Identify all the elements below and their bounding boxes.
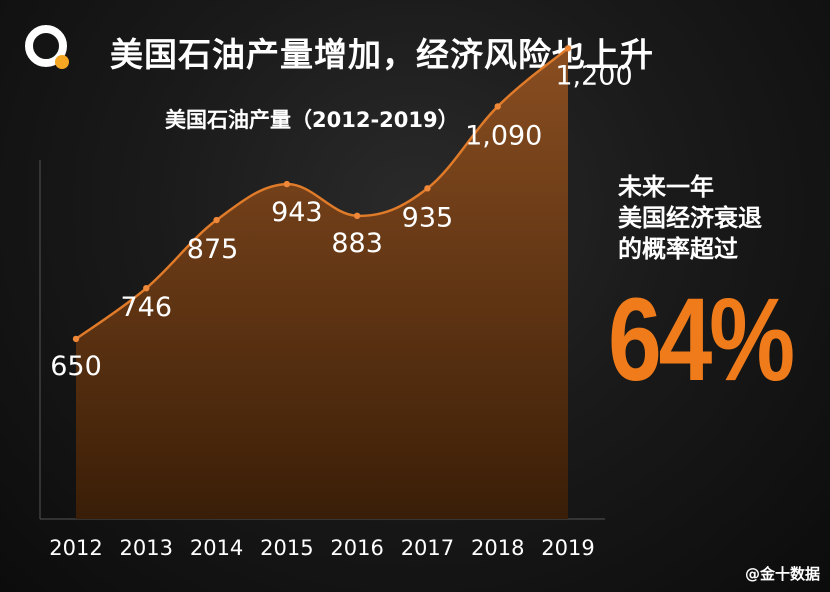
data-value-label: 875	[187, 234, 239, 265]
data-point	[494, 103, 501, 110]
data-point	[353, 212, 361, 220]
x-tick-label: 2018	[471, 536, 524, 560]
data-value-label: 1,200	[555, 60, 632, 91]
recession-note-line: 的概率超过	[618, 235, 738, 263]
data-value-label: 650	[50, 351, 102, 382]
recession-note: 未来一年 美国经济衰退 的概率超过	[618, 172, 762, 265]
x-tick-label: 2017	[401, 536, 454, 560]
recession-note-line: 美国经济衰退	[618, 204, 762, 232]
data-point	[564, 45, 572, 52]
series-line	[75, 47, 569, 340]
x-tick-label: 2013	[120, 536, 173, 560]
chart-title: 美国石油产量（2012-2019）	[165, 108, 459, 132]
data-value-label: 935	[402, 202, 454, 233]
x-tick-label: 2015	[260, 536, 313, 560]
x-tick-label: 2012	[49, 536, 102, 560]
x-tick-label: 2016	[330, 536, 383, 560]
data-value-label: 1,090	[465, 120, 542, 151]
data-point	[283, 180, 291, 188]
recession-note-line: 未来一年	[618, 173, 714, 201]
data-point	[213, 216, 220, 224]
data-point	[72, 335, 80, 343]
data-point	[424, 185, 431, 192]
source-credit: @金十数据	[744, 565, 820, 583]
area-fill	[76, 48, 568, 520]
data-point	[143, 284, 150, 292]
jin10-logo-icon	[25, 25, 69, 69]
recession-probability: 64%	[608, 274, 795, 406]
x-tick-label: 2019	[541, 536, 594, 560]
data-value-label: 943	[271, 197, 323, 228]
data-value-label: 746	[121, 292, 173, 323]
x-tick-label: 2014	[190, 536, 243, 560]
data-value-label: 883	[331, 228, 383, 259]
